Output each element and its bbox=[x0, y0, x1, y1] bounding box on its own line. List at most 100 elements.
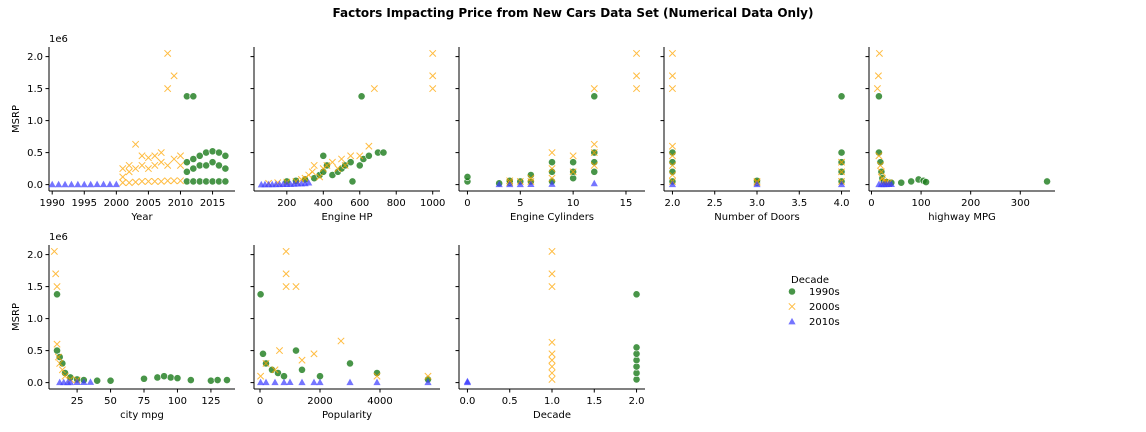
data-point-2000s bbox=[61, 372, 69, 380]
x-tick-label: 2000 bbox=[104, 198, 129, 209]
data-point-2010s bbox=[527, 180, 535, 188]
data-point-2000s bbox=[282, 247, 290, 255]
legend-label: 2000s bbox=[809, 302, 840, 313]
data-point-2010s bbox=[257, 378, 265, 386]
data-point-1990s bbox=[208, 158, 217, 167]
x-tick-label: 0 bbox=[868, 198, 874, 209]
x-tick-label: 3.5 bbox=[791, 198, 807, 209]
data-point-2000s bbox=[144, 165, 152, 173]
x-tick-label: 25 bbox=[71, 396, 84, 407]
y-offset-label: 1e6 bbox=[49, 34, 68, 45]
data-point-2010s bbox=[93, 180, 101, 188]
data-point-2000s bbox=[837, 158, 846, 166]
data-point-2000s bbox=[119, 165, 127, 173]
data-point-2000s bbox=[54, 353, 62, 361]
data-point-1990s bbox=[379, 148, 388, 157]
data-point-1990s bbox=[182, 167, 191, 176]
data-point-2010s bbox=[99, 180, 108, 188]
data-point-2010s bbox=[112, 180, 120, 188]
x-tick-label: 200 bbox=[277, 198, 296, 209]
data-point-2000s bbox=[132, 178, 140, 186]
data-point-2010s bbox=[837, 180, 846, 188]
data-point-2000s bbox=[157, 177, 165, 185]
data-point-2000s bbox=[527, 174, 535, 182]
data-point-2010s bbox=[73, 378, 81, 386]
data-point-1990s bbox=[106, 376, 115, 385]
data-point-2000s bbox=[429, 49, 437, 57]
data-point-1990s bbox=[213, 376, 222, 384]
x-tick-label: 2015 bbox=[200, 198, 225, 209]
data-point-1990s bbox=[223, 376, 231, 384]
data-point-1990s bbox=[215, 148, 223, 157]
y-tick-label: 1.5 bbox=[27, 282, 43, 293]
data-point-2000s bbox=[119, 179, 127, 187]
data-point-2000s bbox=[170, 155, 178, 163]
data-point-1990s bbox=[355, 161, 364, 170]
data-point-2000s bbox=[138, 152, 146, 160]
data-point-1990s bbox=[1043, 177, 1051, 186]
data-point-2000s bbox=[548, 356, 556, 364]
data-point-2000s bbox=[548, 247, 556, 255]
data-point-1990s bbox=[221, 177, 230, 186]
x-tick-label: 800 bbox=[387, 198, 406, 209]
x-tick-label: 2000 bbox=[307, 396, 332, 407]
data-point-2000s bbox=[328, 158, 336, 166]
data-point-2000s bbox=[176, 161, 185, 169]
x-tick-label: 2.0 bbox=[629, 396, 645, 407]
data-point-1990s bbox=[93, 376, 102, 385]
x-tick-label: 15 bbox=[620, 198, 633, 209]
data-point-1990s bbox=[875, 92, 883, 101]
data-point-2010s bbox=[106, 180, 114, 188]
data-point-2000s bbox=[668, 161, 677, 169]
data-point-2000s bbox=[548, 338, 556, 346]
data-point-2000s bbox=[875, 152, 883, 160]
data-point-2010s bbox=[316, 378, 324, 386]
y-tick-label: 1.0 bbox=[27, 314, 43, 325]
data-point-1990s bbox=[140, 374, 148, 383]
data-point-1990s bbox=[202, 148, 211, 157]
data-point-2000s bbox=[310, 161, 318, 169]
data-point-2010s bbox=[67, 180, 76, 188]
data-point-1990s bbox=[221, 151, 230, 160]
subplot-3: 0 5 10 15 Engine Cylinders bbox=[455, 47, 645, 223]
x-axis-label: Year bbox=[130, 212, 153, 223]
data-point-2000s bbox=[132, 140, 140, 148]
subplot-2: 200 400 600 800 1000 Engine HP bbox=[250, 47, 445, 223]
data-point-2010s bbox=[305, 179, 313, 186]
data-point-2000s bbox=[257, 372, 265, 380]
data-point-1990s bbox=[897, 178, 906, 187]
data-point-1990s bbox=[632, 290, 641, 299]
data-point-1990s bbox=[548, 158, 556, 167]
data-point-1990s bbox=[632, 343, 641, 352]
data-point-2010s bbox=[61, 180, 69, 188]
data-point-1990s bbox=[319, 151, 328, 160]
data-point-2000s bbox=[668, 142, 677, 150]
data-point-2010s bbox=[48, 180, 56, 188]
data-point-1990s bbox=[837, 148, 846, 157]
data-point-2000s bbox=[337, 155, 346, 163]
data-point-2010s bbox=[86, 378, 95, 385]
legend-label: 2010s bbox=[809, 317, 840, 328]
data-point-1990s bbox=[346, 359, 354, 368]
x-tick-label: 0.5 bbox=[502, 396, 518, 407]
data-point-1990s bbox=[907, 177, 916, 186]
subplot-8: 0.0 0.5 1.0 1.5 2.0 Decade bbox=[455, 245, 645, 421]
data-point-2000s bbox=[429, 85, 437, 93]
data-point-2010s bbox=[753, 180, 761, 188]
x-tick-label: 5 bbox=[517, 198, 523, 209]
x-tick-label: 2005 bbox=[136, 198, 161, 209]
data-point-2000s bbox=[56, 359, 64, 367]
data-point-2000s bbox=[548, 350, 556, 358]
x-tick-label: 1.5 bbox=[586, 396, 602, 407]
data-point-2000s bbox=[138, 177, 146, 185]
data-point-2000s bbox=[58, 366, 66, 374]
x-tick-label: 200 bbox=[961, 198, 980, 209]
data-point-2010s bbox=[55, 180, 63, 188]
x-tick-label: 100 bbox=[168, 396, 187, 407]
x-axis-label: Popularity bbox=[322, 410, 372, 421]
legend-marker-2000s bbox=[788, 302, 796, 311]
data-point-1990s bbox=[186, 376, 195, 384]
data-point-2000s bbox=[310, 350, 318, 358]
data-point-2010s bbox=[74, 180, 82, 188]
